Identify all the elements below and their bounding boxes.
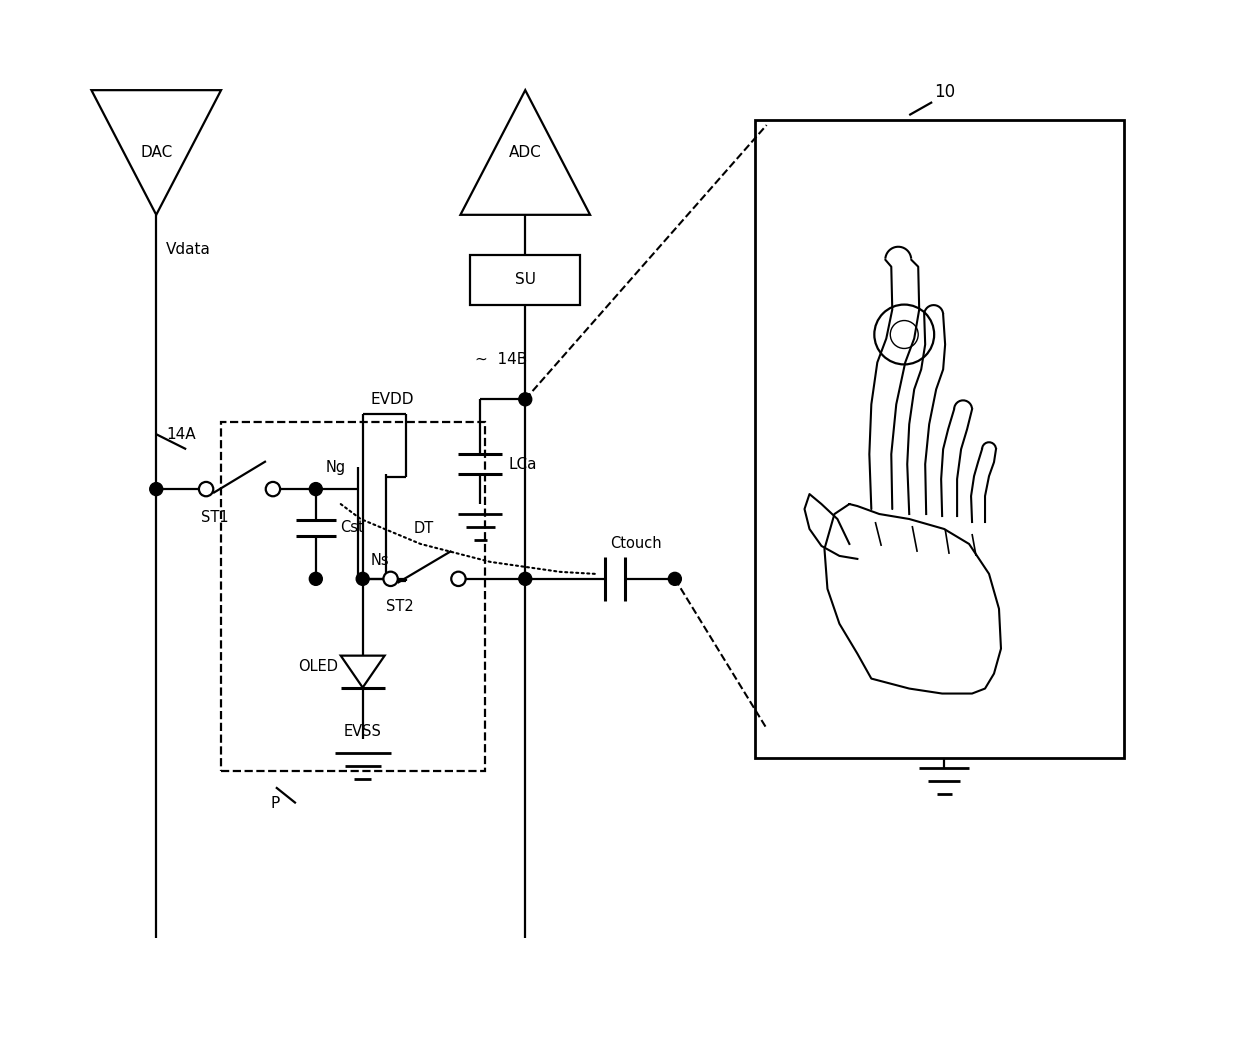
Text: EVDD: EVDD (371, 392, 414, 407)
Text: 14A: 14A (166, 427, 196, 442)
Bar (470, 255, 580, 305)
Circle shape (451, 572, 465, 586)
Text: DAC: DAC (140, 145, 172, 160)
Text: Ctouch: Ctouch (610, 537, 662, 551)
Text: Ng: Ng (326, 459, 346, 475)
Circle shape (518, 393, 532, 406)
Circle shape (265, 482, 280, 496)
Circle shape (383, 572, 398, 586)
Text: EVSS: EVSS (343, 723, 382, 739)
Text: Ns: Ns (371, 553, 389, 568)
Text: ~  14B: ~ 14B (475, 352, 528, 366)
Text: ST2: ST2 (386, 599, 413, 614)
Text: OLED: OLED (298, 659, 337, 674)
Text: 10: 10 (934, 84, 955, 101)
Circle shape (309, 572, 322, 586)
Text: Vdata: Vdata (166, 242, 211, 257)
Bar (755, 120, 1123, 758)
Circle shape (356, 572, 370, 586)
Text: LCa: LCa (508, 456, 537, 472)
Circle shape (668, 572, 681, 586)
Text: SU: SU (515, 272, 536, 287)
Text: ADC: ADC (508, 145, 542, 160)
Circle shape (198, 482, 213, 496)
Circle shape (518, 572, 532, 586)
Circle shape (150, 482, 162, 496)
Text: P: P (270, 796, 280, 811)
Polygon shape (341, 656, 384, 688)
Circle shape (309, 482, 322, 496)
Text: DT: DT (414, 522, 434, 537)
Text: Cst: Cst (340, 521, 363, 536)
Bar (221, 422, 485, 772)
Text: ST1: ST1 (201, 509, 228, 524)
